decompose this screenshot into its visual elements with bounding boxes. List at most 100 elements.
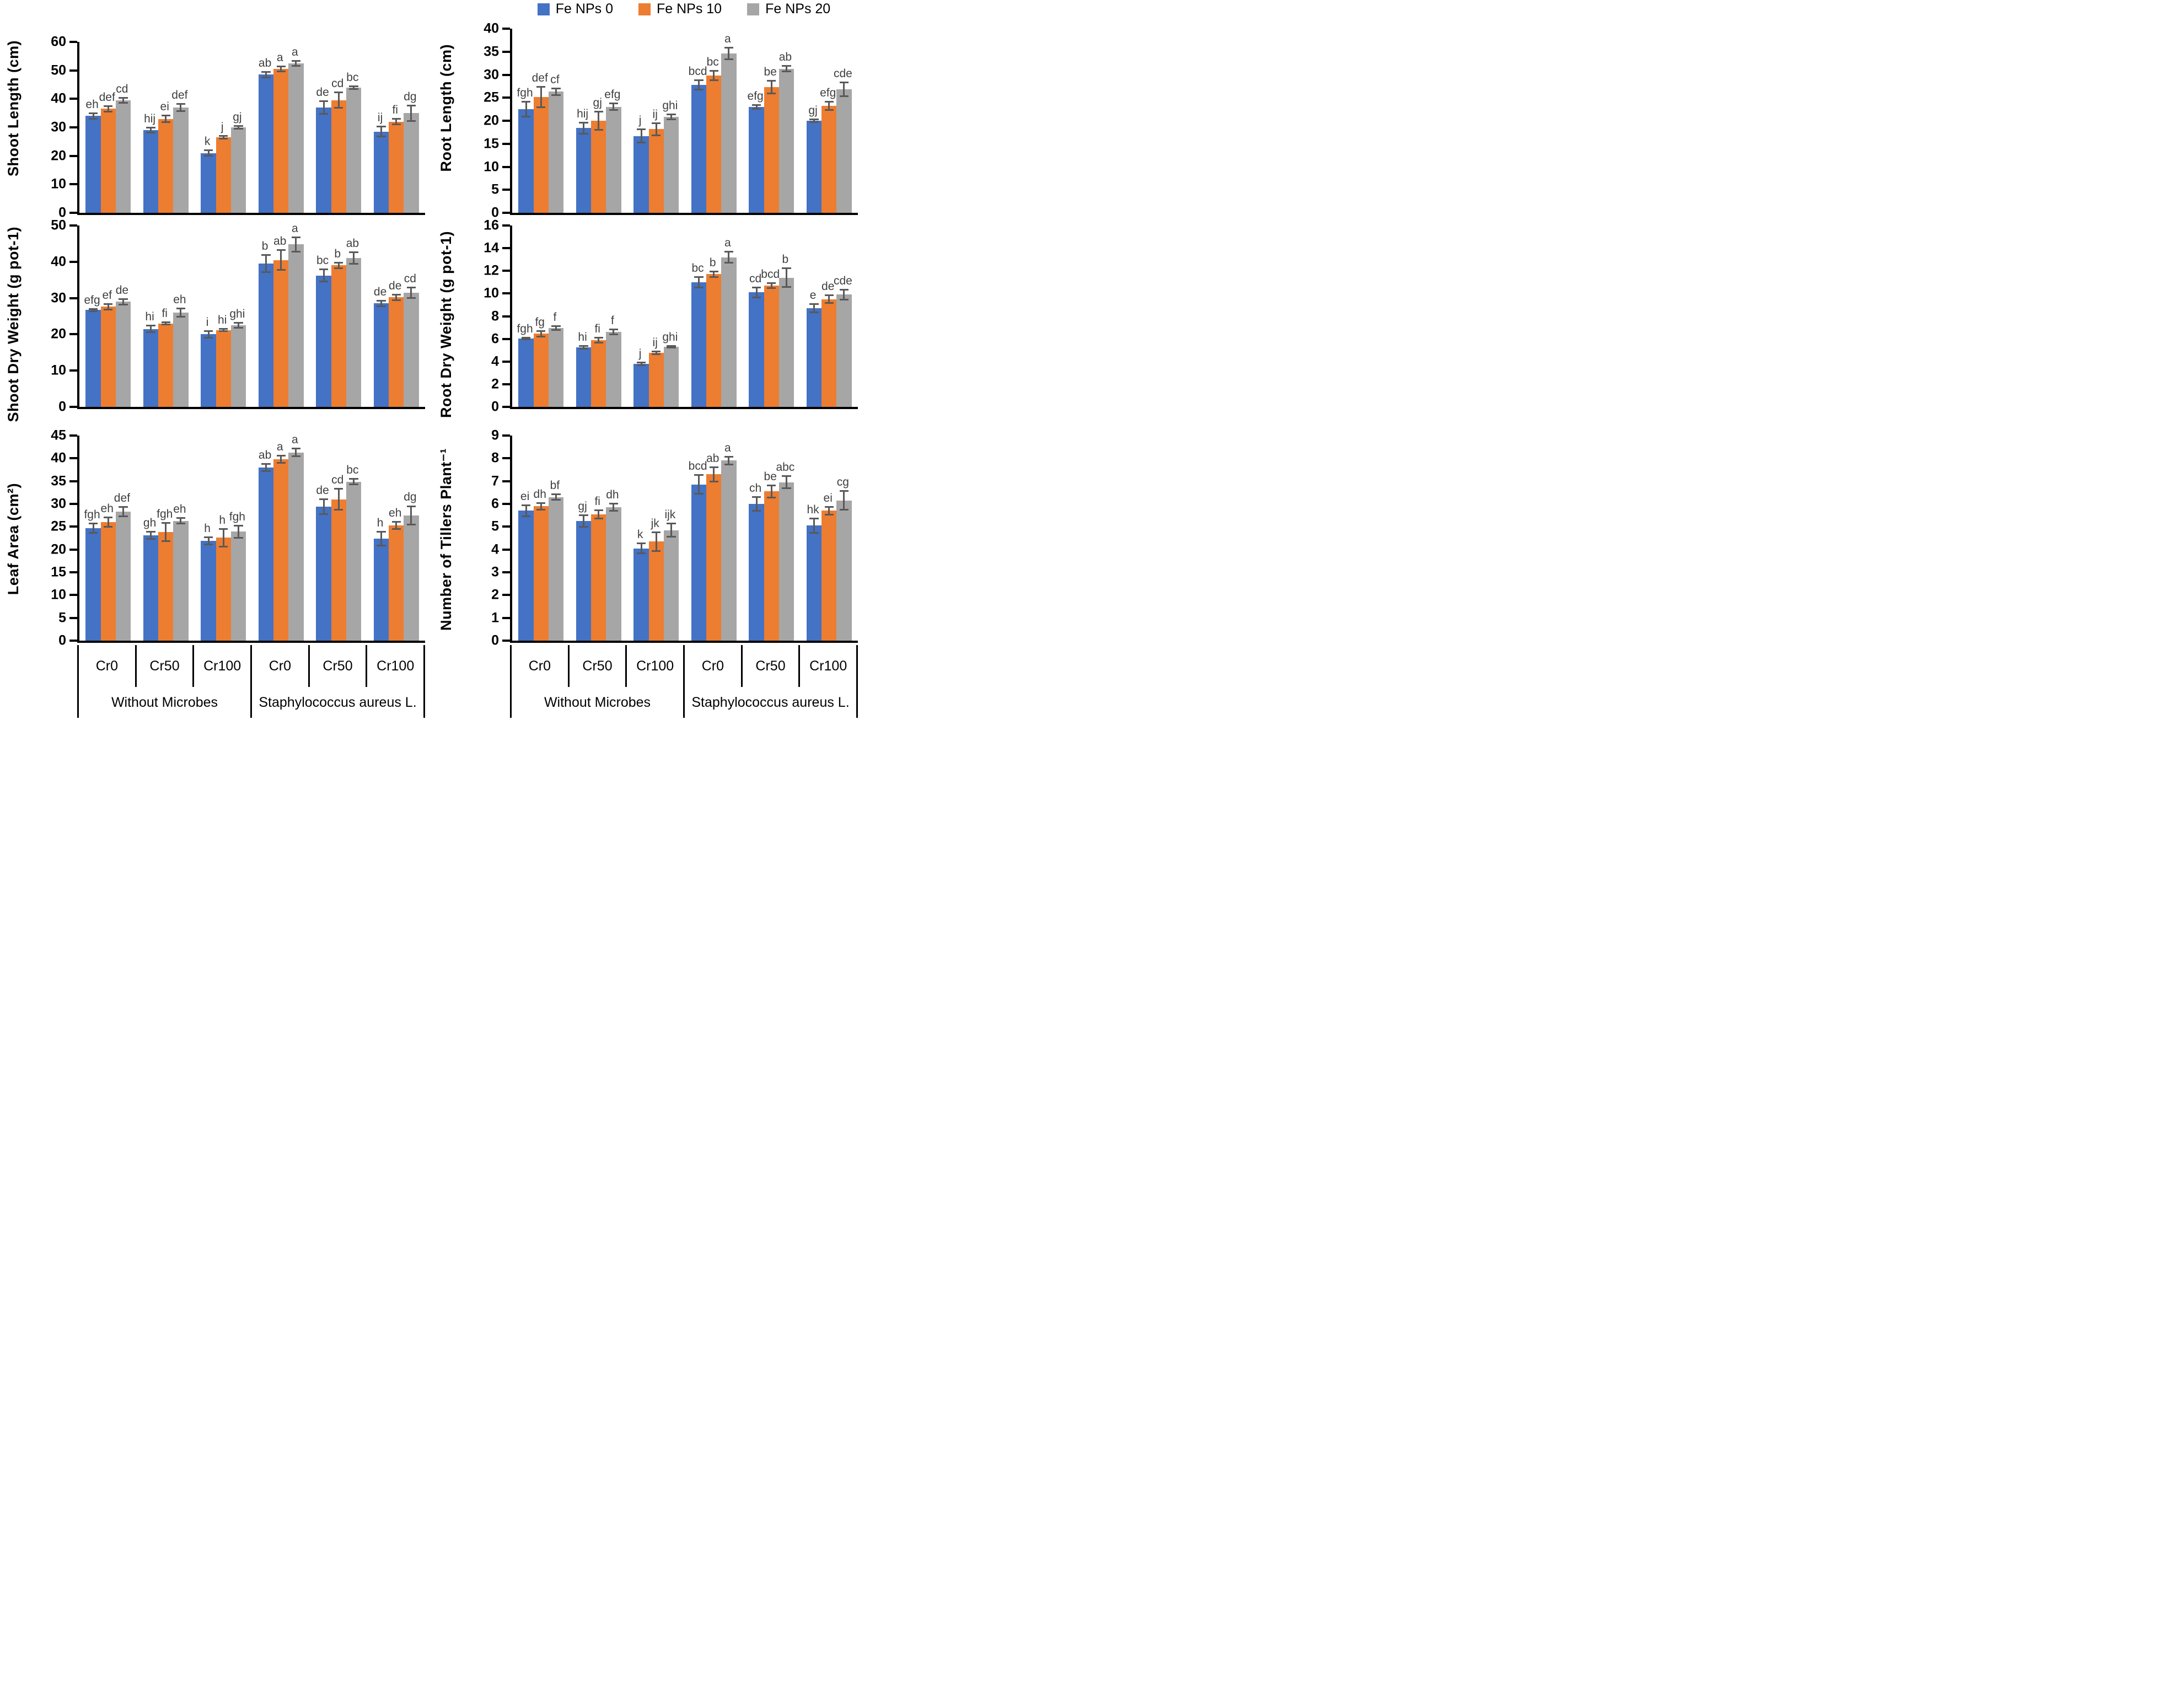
error-bar bbox=[536, 502, 546, 511]
y-tick bbox=[69, 212, 77, 214]
y-tick bbox=[502, 165, 510, 168]
bar bbox=[85, 116, 101, 213]
y-tick bbox=[69, 480, 77, 482]
y-tick bbox=[502, 548, 510, 551]
error-bar bbox=[724, 251, 734, 264]
y-tick-label: 30 bbox=[51, 119, 66, 135]
error-bar bbox=[219, 528, 228, 547]
y-tick-label: 3 bbox=[491, 564, 499, 580]
sig-letter: a bbox=[292, 433, 298, 447]
bar-group: h eh dg bbox=[373, 436, 419, 641]
error-bar bbox=[334, 261, 343, 269]
sig-letter: ab bbox=[258, 57, 272, 70]
bar bbox=[316, 107, 331, 213]
sig-letter: efg bbox=[84, 294, 100, 307]
sig-letter: efg bbox=[604, 88, 621, 101]
error-bar bbox=[176, 307, 186, 318]
error-bar bbox=[809, 118, 819, 123]
sig-letter: ei bbox=[520, 490, 530, 503]
bar bbox=[158, 532, 174, 641]
bar bbox=[258, 74, 274, 213]
y-tick bbox=[69, 503, 77, 506]
y-tick bbox=[69, 154, 77, 157]
error-bar bbox=[782, 267, 791, 288]
bar bbox=[258, 467, 274, 641]
sig-letter: dh bbox=[533, 487, 546, 501]
error-bar bbox=[377, 299, 386, 308]
bar bbox=[778, 68, 794, 213]
y-axis-title: Shoot Length (cm) bbox=[4, 40, 22, 176]
bar bbox=[100, 522, 116, 641]
bar bbox=[576, 347, 592, 407]
sig-letter: cde bbox=[833, 67, 852, 80]
sig-letter: ab bbox=[778, 50, 792, 63]
sig-letter: ghi bbox=[662, 330, 678, 343]
sig-letter: gj bbox=[578, 500, 587, 513]
error-bar bbox=[521, 336, 531, 340]
bar-group: de cd bc bbox=[316, 42, 362, 213]
legend-label: Fe NPs 20 bbox=[765, 1, 831, 17]
bar bbox=[721, 257, 737, 407]
sig-letter: cg bbox=[836, 476, 849, 489]
legend-swatch bbox=[537, 3, 550, 15]
bar bbox=[648, 129, 664, 213]
y-tick-label: 60 bbox=[51, 34, 66, 50]
error-bar bbox=[809, 517, 819, 534]
y-tick-label: 30 bbox=[51, 290, 66, 306]
sig-letter: a bbox=[292, 45, 298, 58]
y-tick-label: 1 bbox=[491, 610, 499, 626]
legend-label: Fe NPs 0 bbox=[555, 1, 613, 17]
error-bar bbox=[594, 509, 603, 519]
x-category-cell: Cr50 bbox=[135, 645, 193, 687]
sig-letter: cf bbox=[550, 73, 560, 86]
y-tick bbox=[69, 548, 77, 551]
sig-letter: eh bbox=[173, 502, 186, 515]
x-group-cell: Without Microbes bbox=[510, 687, 683, 718]
bar bbox=[749, 106, 764, 213]
figure-grid: Shoot Length (cm) 0 10 20 30 40 50 60 eh def cd hij… bbox=[0, 0, 866, 718]
y-tick bbox=[69, 98, 77, 100]
x-category-cell: Cr50 bbox=[567, 645, 626, 687]
y-tick-label: 20 bbox=[51, 148, 66, 164]
y-tick bbox=[502, 360, 510, 363]
sig-letter: bcd bbox=[761, 267, 780, 281]
error-bar bbox=[667, 522, 676, 538]
plot-area: 0 2 4 6 8 10 12 14 16 fgh fg f hi fi f j ij ghi bc b a cd bcd b… bbox=[484, 218, 858, 413]
bar bbox=[764, 285, 779, 407]
error-bar bbox=[536, 85, 546, 108]
bar-group: gh fgh eh bbox=[143, 436, 189, 641]
error-bar bbox=[104, 517, 113, 528]
bar bbox=[288, 244, 304, 407]
bar bbox=[230, 127, 246, 213]
bar bbox=[85, 310, 101, 407]
bar-group: b ab a bbox=[258, 223, 304, 407]
bar bbox=[100, 307, 116, 407]
sig-letter: de bbox=[389, 279, 402, 292]
bar-group: gj fi dh bbox=[576, 436, 621, 641]
sig-letter: fi bbox=[594, 322, 600, 335]
bar-group: h h fgh bbox=[201, 436, 246, 641]
sig-letter: ghi bbox=[229, 308, 245, 321]
bar bbox=[143, 130, 159, 213]
y-tick-label: 15 bbox=[484, 136, 499, 152]
bar bbox=[806, 308, 822, 407]
y-tick-label: 40 bbox=[51, 254, 66, 270]
y-tick-label: 10 bbox=[484, 159, 499, 174]
bar bbox=[143, 535, 159, 641]
error-bar bbox=[176, 103, 186, 112]
legend-item: Fe NPs 0 bbox=[537, 1, 613, 17]
bar bbox=[764, 491, 779, 641]
sig-letter: bc bbox=[691, 261, 704, 275]
error-bar bbox=[751, 287, 761, 298]
bar bbox=[316, 275, 331, 407]
error-bar bbox=[636, 543, 646, 554]
bar bbox=[216, 137, 231, 213]
error-bar bbox=[119, 298, 128, 305]
sig-letter: j bbox=[638, 114, 642, 127]
error-bar bbox=[694, 79, 704, 90]
error-bar bbox=[694, 276, 704, 289]
error-bar bbox=[652, 531, 661, 552]
error-bar bbox=[636, 128, 646, 143]
y-tick-label: 6 bbox=[491, 331, 499, 347]
y-tick-label: 0 bbox=[491, 205, 499, 221]
